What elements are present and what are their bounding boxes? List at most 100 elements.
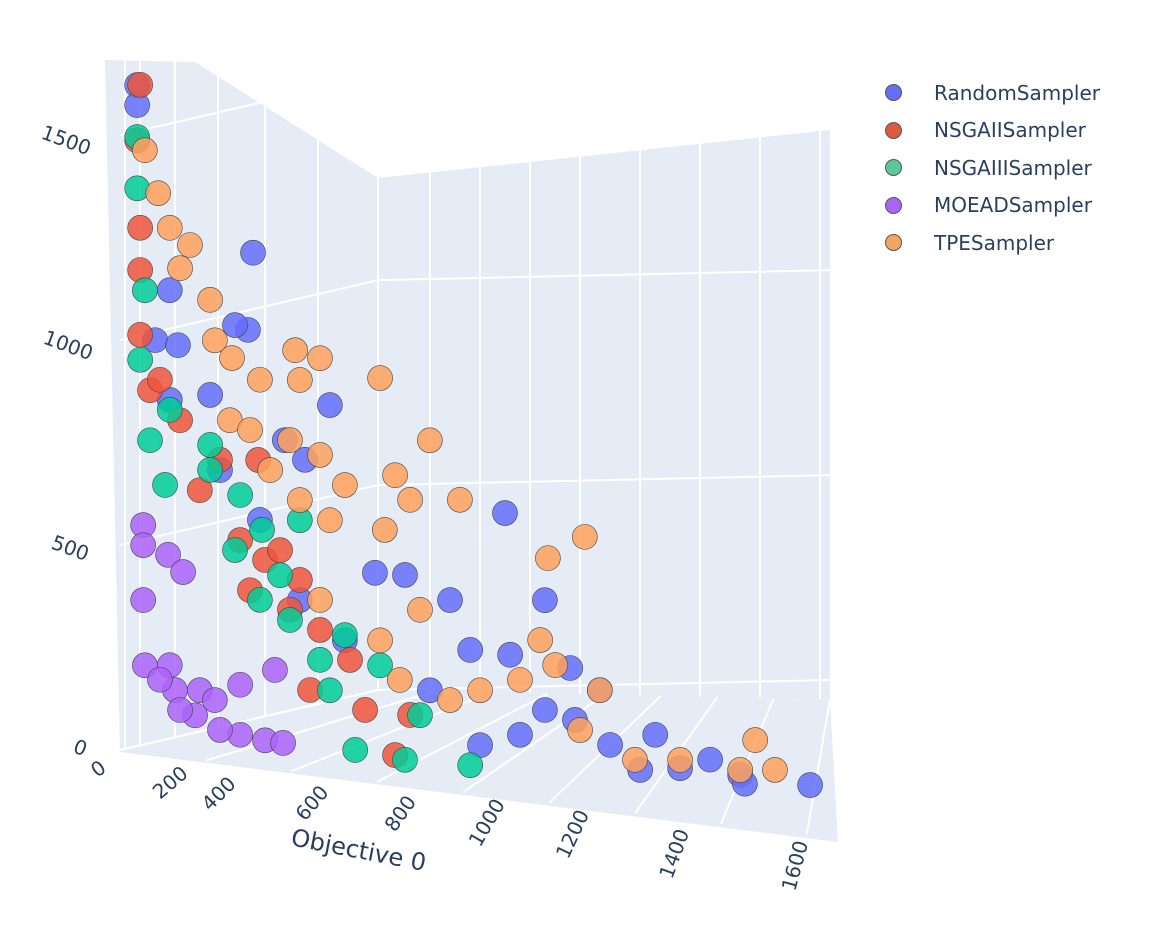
data-point[interactable] [167,255,193,281]
data-point[interactable] [587,677,613,703]
data-point[interactable] [165,332,191,358]
legend-item-moead[interactable]: MOEADSampler [880,187,1100,225]
data-point[interactable] [137,427,163,454]
data-point[interactable] [307,587,333,613]
data-point[interactable] [267,537,293,563]
data-point[interactable] [407,597,433,623]
data-point[interactable] [222,312,248,338]
data-point[interactable] [222,537,248,563]
data-point[interactable] [167,697,193,723]
legend-item-nsgaiii[interactable]: NSGAIIISampler [880,149,1100,187]
data-point[interactable] [497,641,523,668]
data-point[interactable] [742,727,768,753]
data-point[interactable] [177,232,203,258]
data-point[interactable] [132,277,158,304]
data-point[interactable] [307,345,333,371]
data-point[interactable] [372,517,398,543]
data-point[interactable] [367,627,393,654]
data-point[interactable] [762,757,788,783]
data-point[interactable] [127,346,153,373]
markers[interactable] [124,71,823,798]
data-point[interactable] [130,532,156,558]
data-point[interactable] [457,637,484,663]
data-point[interactable] [147,666,173,693]
data-point[interactable] [447,487,473,513]
data-point[interactable] [170,559,196,585]
data-point[interactable] [457,752,484,778]
data-point[interactable] [132,137,158,163]
data-point[interactable] [277,427,303,453]
data-point[interactable] [542,652,568,678]
data-point[interactable] [287,367,313,393]
data-point[interactable] [727,757,753,783]
data-point[interactable] [287,487,313,513]
data-point[interactable] [392,562,418,588]
data-point[interactable] [467,677,493,704]
data-point[interactable] [152,472,178,498]
data-point[interactable] [270,730,296,756]
data-point[interactable] [156,215,183,241]
data-point[interactable] [437,587,463,613]
data-point[interactable] [247,366,273,393]
data-point[interactable] [597,732,623,758]
data-point[interactable] [257,457,284,483]
data-point[interactable] [202,687,228,713]
data-point[interactable] [240,239,266,266]
data-point[interactable] [307,647,333,673]
data-point[interactable] [282,337,308,363]
data-point[interactable] [127,321,153,348]
data-point[interactable] [227,482,253,508]
data-point[interactable] [156,277,183,303]
data-point[interactable] [197,432,223,458]
data-point[interactable] [197,287,223,313]
data-point[interactable] [622,747,648,773]
data-point[interactable] [187,477,213,504]
data-point[interactable] [797,772,823,798]
data-point[interactable] [317,677,343,704]
data-point[interactable] [127,71,153,98]
legend-item-nsgaii[interactable]: NSGAIISampler [880,112,1100,150]
data-point[interactable] [697,746,723,773]
data-point[interactable] [667,747,693,773]
data-point[interactable] [527,627,553,653]
series-NSGAIIISampler[interactable] [124,124,484,778]
data-point[interactable] [642,721,668,748]
data-point[interactable] [267,562,293,588]
data-point[interactable] [262,657,288,683]
data-point[interactable] [202,327,228,354]
data-point[interactable] [362,560,388,586]
data-point[interactable] [332,622,358,648]
data-point[interactable] [207,717,233,743]
data-point[interactable] [507,722,533,748]
data-point[interactable] [197,382,223,408]
data-point[interactable] [417,427,443,454]
data-point[interactable] [567,717,593,743]
data-point[interactable] [535,545,561,571]
data-point[interactable] [437,687,463,713]
data-point[interactable] [197,457,223,483]
data-point[interactable] [147,366,173,393]
data-point[interactable] [342,737,368,763]
data-point[interactable] [155,542,181,568]
data-point[interactable] [382,462,408,488]
data-point[interactable] [572,524,598,550]
data-point[interactable] [492,500,518,526]
data-point[interactable] [317,392,343,418]
data-point[interactable] [237,417,263,443]
data-point[interactable] [407,702,433,728]
data-point[interactable] [219,345,245,371]
data-point[interactable] [387,667,413,693]
data-point[interactable] [124,175,150,202]
legend-item-tpe[interactable]: TPESampler [880,224,1100,262]
data-point[interactable] [247,587,273,613]
data-point[interactable] [392,746,418,773]
data-point[interactable] [397,487,423,513]
data-point[interactable] [332,472,358,498]
data-point[interactable] [227,671,253,698]
data-point[interactable] [130,587,156,613]
data-point[interactable] [367,365,393,391]
data-point[interactable] [307,617,333,643]
data-point[interactable] [532,697,558,723]
data-point[interactable] [156,397,183,423]
